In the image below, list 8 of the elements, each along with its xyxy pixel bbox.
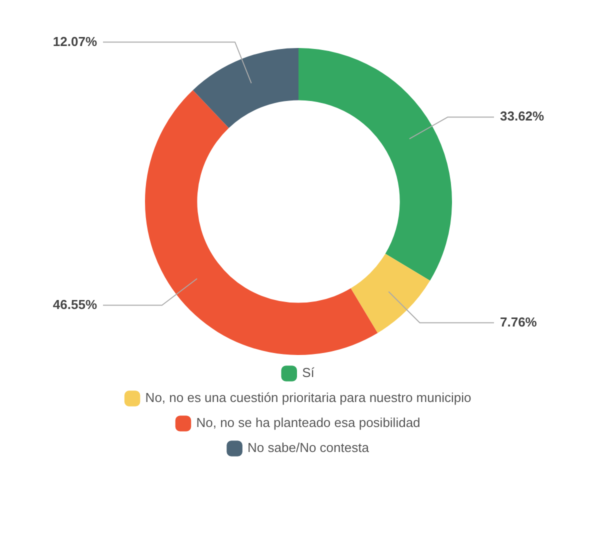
- data-label: 7.76%: [500, 314, 538, 330]
- data-label: 46.55%: [52, 296, 98, 312]
- data-label: 12.07%: [52, 34, 98, 49]
- data-label: 33.62%: [500, 108, 545, 124]
- legend-label: No sabe/No contesta: [248, 440, 370, 456]
- legend-label: Sí: [302, 365, 315, 380]
- legend-label: No, no se ha planteado esa posibilidad: [196, 415, 420, 430]
- legend-label: No, no es una cuestión prioritaria para nuestro municipio: [145, 390, 472, 406]
